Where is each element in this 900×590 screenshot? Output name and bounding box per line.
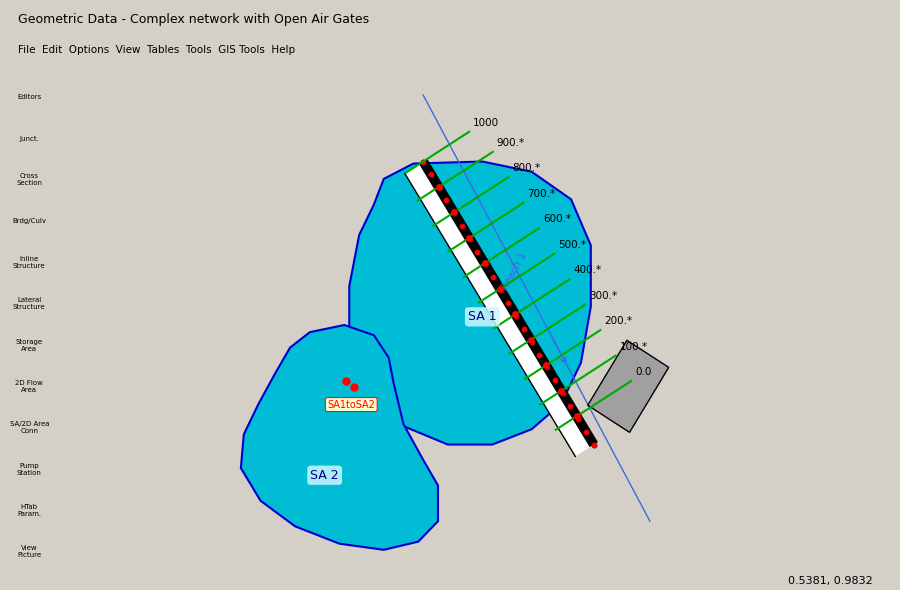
Text: 600.*: 600.* — [543, 214, 571, 224]
Text: Geometric Data - Complex network with Open Air Gates: Geometric Data - Complex network with Op… — [18, 12, 369, 26]
Polygon shape — [349, 162, 590, 445]
Text: Reach 1: Reach 1 — [500, 251, 528, 292]
Text: View
Picture: View Picture — [17, 545, 41, 558]
Polygon shape — [241, 325, 438, 550]
Text: SA/2D Area
Conn: SA/2D Area Conn — [10, 421, 49, 434]
Text: 700.*: 700.* — [527, 189, 555, 199]
Text: Pump
Station: Pump Station — [17, 463, 41, 476]
Text: Brdg/Culv: Brdg/Culv — [13, 218, 46, 224]
Text: 800.*: 800.* — [512, 163, 540, 173]
Text: SA1toSA2: SA1toSA2 — [328, 399, 375, 409]
Text: Junct.: Junct. — [19, 136, 40, 142]
Text: 900.*: 900.* — [497, 137, 525, 148]
Text: Cross
Section: Cross Section — [16, 173, 42, 186]
Text: SA 2: SA 2 — [310, 468, 339, 481]
Text: File  Edit  Options  View  Tables  Tools  GIS Tools  Help: File Edit Options View Tables Tools GIS … — [18, 45, 295, 55]
Text: HTab
Param.: HTab Param. — [17, 504, 41, 517]
Text: 300.*: 300.* — [589, 290, 617, 300]
Text: Storage
Area: Storage Area — [15, 339, 43, 352]
Text: 400.*: 400.* — [573, 265, 602, 275]
Text: 500.*: 500.* — [558, 240, 587, 250]
Text: 0.0: 0.0 — [635, 367, 652, 377]
Text: 0.5381, 0.9832: 0.5381, 0.9832 — [788, 576, 873, 586]
Text: Inline
Structure: Inline Structure — [13, 256, 46, 269]
Text: 1000: 1000 — [473, 117, 500, 127]
Text: 100.*: 100.* — [619, 342, 648, 352]
Text: SA 1: SA 1 — [468, 310, 497, 323]
Text: 200.*: 200.* — [604, 316, 633, 326]
Text: 2D Flow
Area: 2D Flow Area — [15, 380, 43, 393]
Polygon shape — [405, 162, 594, 457]
Text: Lateral
Structure: Lateral Structure — [13, 297, 46, 310]
Polygon shape — [588, 340, 669, 432]
Text: Editors: Editors — [17, 94, 41, 100]
